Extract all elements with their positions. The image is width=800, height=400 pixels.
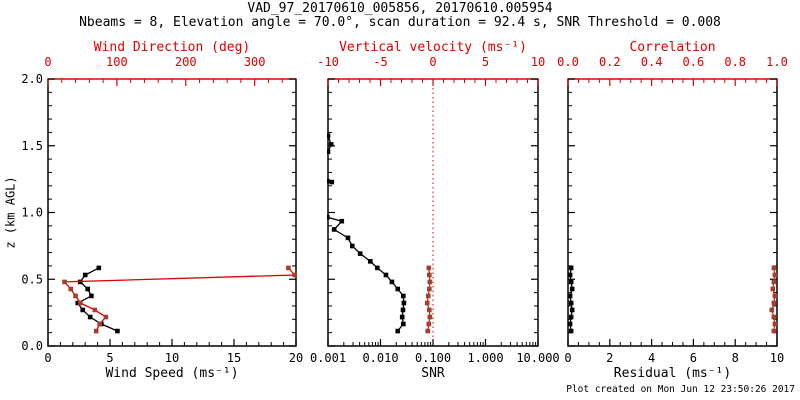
residual-axis-label: Residual (ms⁻¹)	[613, 366, 732, 381]
svg-text:0.0: 0.0	[557, 55, 579, 69]
svg-text:10: 10	[531, 55, 545, 69]
plot-timestamp: Plot created on Mon Jun 12 23:50:26 2017	[566, 384, 795, 395]
svg-text:0.2: 0.2	[599, 55, 621, 69]
svg-text:5: 5	[482, 55, 489, 69]
svg-text:0: 0	[44, 351, 51, 365]
svg-text:1.5: 1.5	[21, 139, 43, 153]
svg-text:-10: -10	[317, 55, 339, 69]
svg-text:1.0: 1.0	[766, 55, 788, 69]
svg-text:1.000: 1.000	[467, 351, 503, 365]
snr-axis-label: SNR	[421, 366, 445, 381]
svg-text:10: 10	[770, 351, 784, 365]
svg-text:100: 100	[106, 55, 128, 69]
svg-text:6: 6	[690, 351, 697, 365]
svg-text:0.6: 0.6	[683, 55, 705, 69]
wind-direction-axis-label: Wind Direction (deg)	[93, 40, 251, 55]
svg-text:300: 300	[244, 55, 266, 69]
svg-text:10: 10	[165, 351, 179, 365]
svg-text:2.0: 2.0	[21, 72, 43, 86]
svg-text:2: 2	[606, 351, 613, 365]
svg-text:0.8: 0.8	[724, 55, 746, 69]
svg-text:0.4: 0.4	[641, 55, 663, 69]
svg-text:0.001: 0.001	[310, 351, 346, 365]
svg-text:5: 5	[106, 351, 113, 365]
vertical-velocity-axis-label: Vertical velocity (ms⁻¹)	[339, 40, 527, 55]
svg-text:15: 15	[227, 351, 241, 365]
svg-text:8: 8	[732, 351, 739, 365]
svg-text:200: 200	[175, 55, 197, 69]
svg-text:0.0: 0.0	[21, 339, 43, 353]
correlation-axis-label: Correlation	[629, 40, 716, 55]
svg-text:0: 0	[429, 55, 436, 69]
svg-text:10.000: 10.000	[516, 351, 559, 365]
svg-text:1.0: 1.0	[21, 206, 43, 220]
y-axis-label: z (km AGL)	[3, 176, 18, 249]
svg-text:4: 4	[648, 351, 655, 365]
svg-text:20: 20	[289, 351, 303, 365]
scan-parameters-subtitle: Nbeams = 8, Elevation angle = 70.0°, sca…	[79, 15, 721, 30]
svg-text:0.010: 0.010	[362, 351, 398, 365]
wind-speed-axis-label: Wind Speed (ms⁻¹)	[105, 366, 239, 381]
svg-text:0.5: 0.5	[21, 272, 43, 286]
svg-text:-5: -5	[373, 55, 387, 69]
svg-text:0: 0	[564, 351, 571, 365]
svg-text:0.100: 0.100	[415, 351, 451, 365]
page-title: VAD_97_20170610_005856, 20170610.005954	[247, 1, 553, 16]
svg-text:0: 0	[44, 55, 51, 69]
